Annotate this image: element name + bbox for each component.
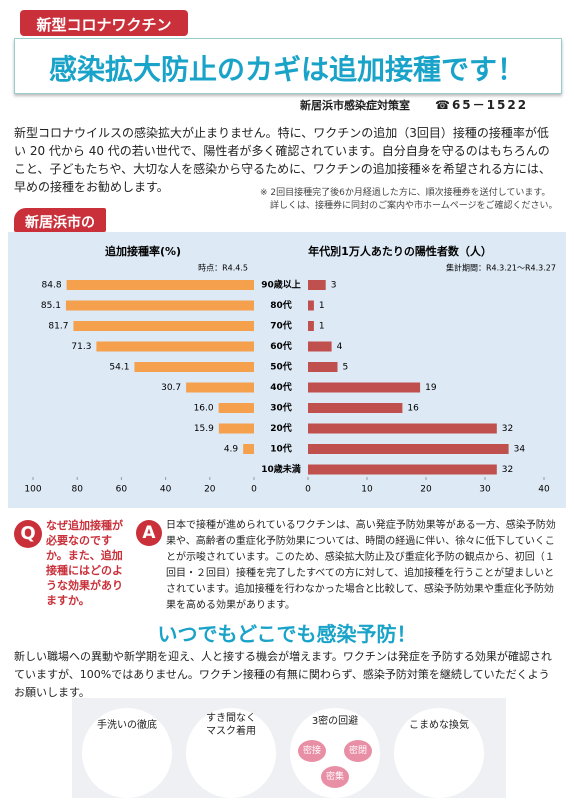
x-tick-label: 30	[479, 485, 491, 495]
bar	[308, 341, 332, 352]
icon-item: 密閉	[344, 740, 372, 762]
value-label: 71.3	[71, 342, 91, 352]
bar	[308, 300, 314, 311]
q-mark: Q	[14, 520, 42, 548]
bar	[308, 464, 497, 475]
x-tick-label: 0	[251, 485, 257, 495]
prevention-text: 新しい職場への異動や新学期を迎え、人と接する機会が増えます。ワクチンは発症を予防…	[14, 650, 552, 699]
value-label: 4.9	[224, 445, 239, 455]
x-tick-label: 20	[204, 485, 216, 495]
icon-item: 密接	[298, 740, 326, 762]
value-label: 15.9	[194, 424, 214, 434]
value-label: 1	[319, 322, 325, 332]
x-tick-label: 100	[24, 485, 41, 495]
value-label: 1	[319, 301, 325, 311]
value-label: 84.8	[42, 281, 62, 291]
category-label: 20代	[270, 422, 292, 434]
chart: 90歳以上 80代 70代 60代 50代 40代 30代 20代 10代 10歳未満 追加接種率(…	[8, 232, 566, 508]
bar	[96, 341, 254, 352]
icon-handwash	[82, 708, 172, 798]
chart-background	[8, 232, 566, 508]
icon-ventilation	[394, 708, 484, 798]
panel-subtitle: 集計期間：R4.3.21～R4.3.27	[446, 263, 556, 273]
value-label: 34	[514, 445, 526, 455]
bar	[308, 382, 421, 393]
value-label: 16	[407, 404, 419, 414]
title-box	[14, 38, 562, 94]
question: なぜ追加接種が必要なのですか。また、追加接種にはどのような効果がありますか。	[46, 519, 123, 607]
category-label: 90歳以上	[261, 279, 301, 291]
category-label: 60代	[270, 340, 292, 352]
icon-label: 3密の回避	[311, 716, 359, 727]
phone: ☎65－1522	[435, 98, 529, 112]
icon-item: 密集	[321, 766, 349, 788]
bar	[186, 382, 254, 393]
a-mark: A	[136, 520, 162, 546]
bar	[66, 280, 254, 290]
value-label: 4	[337, 342, 343, 352]
bar	[308, 321, 314, 331]
icon-label-line: すき間なく	[206, 713, 256, 724]
x-tick-label: 40	[160, 485, 172, 495]
value-label: 85.1	[41, 301, 61, 311]
bar	[308, 423, 497, 434]
panel-subtitle: 時点：R4.4.5	[198, 264, 248, 273]
bar	[308, 362, 338, 372]
bar	[243, 444, 254, 454]
icon-label-line: マスク着用	[206, 726, 256, 737]
icon-label: すき間なくマスク着用	[186, 712, 276, 738]
category-label: 10代	[270, 443, 292, 455]
value-label: 32	[502, 424, 513, 434]
bar	[218, 423, 254, 434]
bar	[73, 321, 255, 331]
category-label: 70代	[270, 320, 292, 332]
value-label: 19	[425, 383, 437, 393]
intro: 新型コロナウイルスの感染拡大が止まりません。特に、ワクチンの追加（3回目）接種の…	[14, 126, 551, 194]
icon-label: こまめな換気	[409, 720, 469, 731]
note-line: ※ 2回目接種完了後6か月経過した方に、順次接種券を送付しています。	[260, 188, 551, 198]
prevention-title: いつでもどこでも感染予防！	[157, 622, 417, 646]
chart-label: 新居浜市の	[25, 215, 95, 231]
x-tick-label: 80	[71, 485, 83, 495]
panel-title: 追加接種率(%)	[105, 244, 181, 258]
x-tick-label: 0	[305, 485, 311, 495]
value-label: 32	[502, 465, 513, 475]
category-label: 30代	[270, 402, 292, 414]
icon-label: 手洗いの徹底	[97, 720, 157, 731]
category-label: 50代	[270, 361, 292, 373]
bar	[308, 403, 403, 413]
bar	[308, 280, 326, 290]
bar	[134, 362, 254, 372]
tag-box	[20, 10, 188, 36]
value-label: 3	[331, 281, 337, 291]
note-line: 詳しくは、接種券に同封のご案内や市ホームページをご確認ください。	[270, 201, 558, 211]
value-label: 81.7	[48, 322, 68, 332]
bar	[65, 300, 254, 311]
department: 新居浜市感染症対策室	[300, 99, 410, 112]
x-tick-label: 40	[538, 485, 550, 495]
x-tick-label: 20	[420, 485, 432, 495]
title: 感染拡大防止のカギは追加接種です！	[48, 53, 525, 86]
value-label: 30.7	[161, 383, 181, 393]
tag: 新型コロナワクチン	[36, 16, 172, 34]
x-tick-label: 60	[116, 485, 128, 495]
bar	[218, 403, 254, 413]
category-label: 40代	[270, 381, 292, 393]
category-label: 80代	[270, 299, 292, 311]
value-label: 54.1	[109, 363, 129, 373]
value-label: 16.0	[194, 404, 214, 414]
answer: 日本で接種が進められているワクチンは、高い発症予防効果等がある一方、感染予防効果…	[166, 520, 556, 611]
value-label: 5	[343, 363, 349, 373]
note: ※ 2回目接種完了後6か月経過した方に、順次接種券を送付しています。詳しくは、接…	[260, 187, 560, 213]
x-tick-label: 10	[361, 485, 373, 495]
bar	[308, 444, 509, 454]
chart-label-box	[14, 208, 106, 232]
icon-mask	[186, 708, 276, 798]
category-label: 10歳未満	[261, 463, 301, 475]
panel-title: 年代別1万人あたりの陽性者数（人）	[308, 244, 492, 258]
